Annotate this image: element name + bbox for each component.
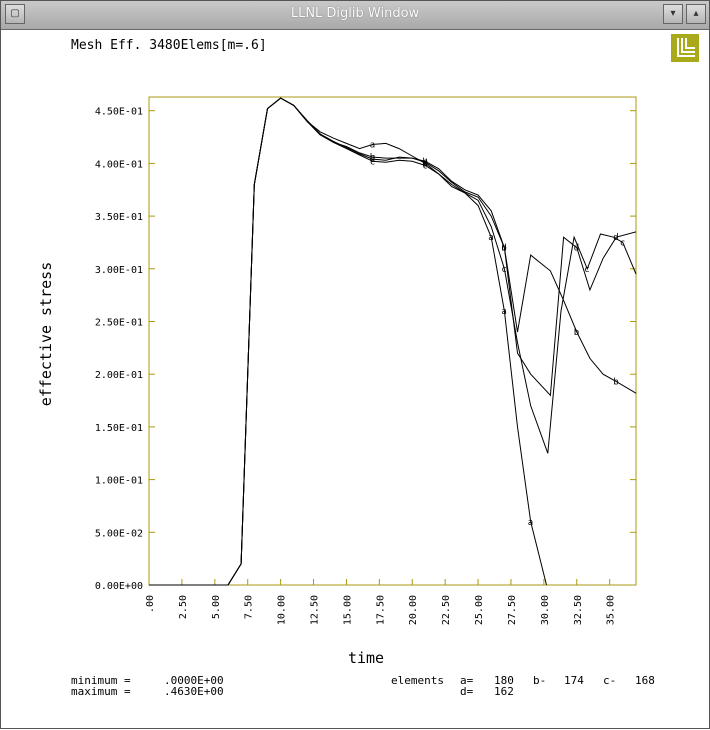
- series-lines: [149, 97, 637, 586]
- series-marker-a: a: [528, 518, 533, 528]
- x-tick-label: 22.50: [441, 595, 452, 625]
- series-line-a: [149, 97, 547, 586]
- x-tick-label: 27.50: [507, 595, 518, 625]
- series-marker-b: b: [574, 328, 579, 338]
- elements-b-value: 174: [564, 674, 584, 687]
- elements-d-label: d=: [460, 685, 474, 698]
- x-tick-label: 7.50: [244, 595, 255, 619]
- x-tick-label: 25.00: [474, 595, 485, 625]
- series-marker-b: b: [501, 244, 506, 254]
- y-tick-label: 5.00E-02: [95, 528, 143, 539]
- series-line-d: [149, 97, 637, 586]
- y-axis: 0.00E+00 5.00E-02 1.00E-01 1.50E-01 2.00E-01…: [95, 107, 636, 592]
- window-titlebar[interactable]: ▢ LLNL Diglib Window ▾ ▴: [1, 1, 709, 30]
- series-marker-a: a: [370, 140, 375, 150]
- elements-c-value: 168: [635, 674, 655, 687]
- minimum-label: minimum =: [71, 674, 131, 687]
- x-tick-label: 32.50: [573, 595, 584, 625]
- y-tick-label: 0.00E+00: [95, 581, 143, 592]
- x-tick-label: 30.00: [540, 595, 551, 625]
- series-marker-d: d: [613, 233, 618, 243]
- series-marker-c: c: [370, 157, 375, 167]
- series-marker-d: d: [574, 244, 579, 254]
- series-marker-d: d: [501, 244, 506, 254]
- x-tick-label: 12.50: [310, 595, 321, 625]
- x-tick-label: .00: [145, 595, 156, 613]
- series-marker-a: a: [488, 233, 493, 243]
- series-line-c: [149, 97, 637, 586]
- x-tick-label: 20.00: [408, 595, 419, 625]
- series-marker-b: b: [613, 378, 618, 388]
- x-tick-label: 15.00: [342, 595, 353, 625]
- y-tick-label: 1.50E-01: [95, 423, 143, 434]
- chart-title: Mesh Eff. 3480Elems[m=.6]: [71, 38, 267, 53]
- series-line-b: [149, 97, 637, 586]
- series-marker-c: c: [501, 265, 506, 275]
- window-title: LLNL Diglib Window: [290, 6, 420, 21]
- series-marker-d: d: [422, 158, 427, 168]
- y-tick-label: 2.00E-01: [95, 370, 143, 381]
- maximum-label: maximum =: [71, 685, 131, 698]
- maximum-value: .4630E+00: [164, 685, 224, 698]
- maximize-button[interactable]: ▴: [686, 4, 706, 24]
- footer-stats: minimum = .0000E+00 maximum = .4630E+00 …: [71, 674, 655, 698]
- elements-c-label: c-: [603, 674, 616, 687]
- series-marker-b: b: [370, 153, 375, 163]
- y-tick-label: 4.00E-01: [95, 159, 143, 170]
- x-tick-label: 10.00: [277, 595, 288, 625]
- elements-d-value: 162: [494, 685, 514, 698]
- x-axis-label: time: [348, 649, 384, 667]
- minimize-button[interactable]: ▾: [663, 4, 683, 24]
- series-marker-b: b: [422, 157, 427, 167]
- llnl-logo-icon: [671, 34, 699, 62]
- elements-a-value: 180: [494, 674, 514, 687]
- series-marker-c: c: [620, 238, 625, 248]
- x-tick-label: 2.50: [178, 595, 189, 619]
- y-axis-label: effective stress: [37, 262, 55, 407]
- y-tick-label: 2.50E-01: [95, 318, 143, 329]
- series-marker-c: c: [584, 265, 589, 275]
- series-marker-d: d: [370, 155, 375, 165]
- series-marker-a: a: [501, 307, 506, 317]
- elements-a-label: a=: [460, 674, 474, 687]
- x-tick-label: 5.00: [211, 595, 222, 619]
- elements-b-label: b-: [533, 674, 546, 687]
- window-menu-button[interactable]: ▢: [5, 4, 25, 24]
- x-tick-label: 35.00: [606, 595, 617, 625]
- series-marker-c: c: [422, 162, 427, 172]
- x-tick-label: 17.50: [375, 595, 386, 625]
- y-tick-label: 4.50E-01: [95, 107, 143, 118]
- series-marker-a: a: [422, 159, 427, 169]
- y-tick-label: 3.50E-01: [95, 212, 143, 223]
- elements-label: elements: [391, 674, 444, 687]
- y-tick-label: 1.00E-01: [95, 476, 143, 487]
- plot-frame: [148, 96, 637, 586]
- y-tick-label: 3.00E-01: [95, 265, 143, 276]
- minimum-value: .0000E+00: [164, 674, 224, 687]
- x-axis: .00 2.50 5.00 7.50 10.00 12.50 15.00 17.50 20.00…: [145, 579, 617, 625]
